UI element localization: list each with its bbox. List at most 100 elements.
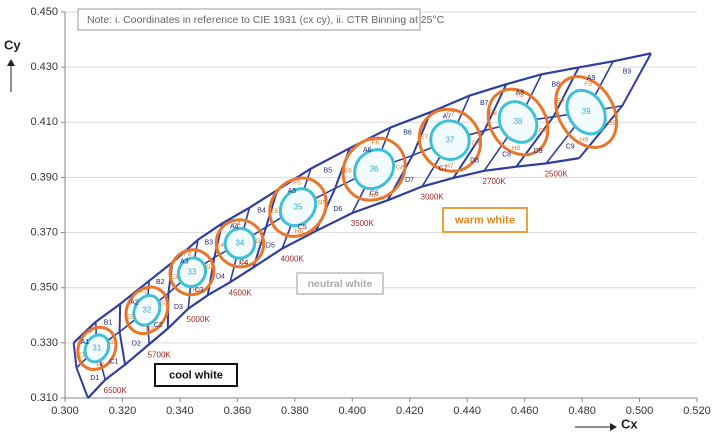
sub-bin-label: G8 <box>539 127 548 134</box>
y-axis-label: Cy <box>4 37 21 52</box>
sub-bin-label: F1 <box>90 328 98 335</box>
warm-white-label: warm white <box>454 214 515 226</box>
bin-label: A2 <box>130 299 139 306</box>
sub-bin-label: E2 <box>125 314 133 321</box>
cct-label: 3500K <box>351 219 375 228</box>
sub-bin-label: H5 <box>295 228 304 235</box>
cool-white-box <box>154 363 238 387</box>
sub-bin-label: G7 <box>471 140 480 147</box>
sub-bin-label: H2 <box>146 325 155 332</box>
y-tick-label: 0.430 <box>30 61 58 73</box>
sub-bin-label: E7 <box>420 134 428 141</box>
center-label: 38 <box>514 117 523 126</box>
bin-label: C1 <box>109 358 118 365</box>
cyan-ellipse <box>223 226 257 260</box>
sub-bin-label: G6 <box>396 164 405 171</box>
cct-label: 3000K <box>421 193 445 202</box>
bin-label: B7 <box>480 100 489 107</box>
x-tick-label: 0.420 <box>396 405 424 417</box>
orange-ellipse <box>341 136 407 202</box>
warm-white-box <box>442 207 528 233</box>
cct-label: 5000K <box>187 315 211 324</box>
cct-label: 4000K <box>281 255 305 264</box>
x-tick-label: 0.360 <box>224 405 252 417</box>
bin-label: B4 <box>257 207 266 214</box>
sub-bin-label: G5 <box>317 200 326 207</box>
bin-label: C4 <box>239 259 248 266</box>
y-tick-label: 0.390 <box>30 171 58 183</box>
cyan-ellipse <box>353 148 396 191</box>
bin-label: C5 <box>298 224 307 231</box>
x-axis-label: Cx <box>621 416 638 431</box>
x-tick-label: 0.520 <box>683 405 711 417</box>
bin-label: C9 <box>566 143 575 150</box>
sub-bin-label: F9 <box>584 81 592 88</box>
boundary-bottom <box>87 157 580 399</box>
bin-label: B9 <box>623 68 632 75</box>
y-tick-label: 0.350 <box>30 282 58 294</box>
x-tick-label: 0.300 <box>51 405 79 417</box>
sub-bin-label: G9 <box>607 120 616 127</box>
sub-bin-label: F6 <box>372 140 380 147</box>
bin-label: B1 <box>104 320 113 327</box>
bin-label: B5 <box>324 167 333 174</box>
sub-bin-label: G4 <box>255 238 264 245</box>
sub-bin-label: H6 <box>369 192 378 199</box>
x-tick-label: 0.380 <box>281 405 309 417</box>
orange-ellipse <box>168 248 216 297</box>
cool-white-label: cool white <box>169 369 223 381</box>
sub-bin-label: G2 <box>160 300 169 307</box>
sub-bin-label: E5 <box>270 208 278 215</box>
orange-ellipse <box>417 107 483 173</box>
center-label: 36 <box>370 164 379 173</box>
sub-bin-label: H8 <box>512 145 521 152</box>
cyan-ellipse <box>278 187 318 228</box>
cct-label: 2500K <box>545 169 569 178</box>
bin-label: B3 <box>205 239 214 246</box>
bin-label: D8 <box>470 158 479 165</box>
center-label: 39 <box>582 107 591 116</box>
sub-bin-label: E4 <box>216 242 224 249</box>
boundary-top <box>72 52 652 344</box>
orange-ellipse <box>124 285 170 336</box>
note: Note: i. Coordinates in reference to CIE… <box>87 14 445 26</box>
bin-label: D9 <box>534 148 543 155</box>
bin-label: D1 <box>90 375 99 382</box>
bin-label: C2 <box>154 322 163 329</box>
y-tick-label: 0.330 <box>30 337 58 349</box>
sub-bin-label: E1 <box>77 351 85 358</box>
x-tick-label: 0.320 <box>109 405 137 417</box>
bin-label: D5 <box>266 242 275 249</box>
x-tick-label: 0.340 <box>166 405 194 417</box>
bin-label: A4 <box>230 224 239 231</box>
sub-bin-label: G3 <box>206 264 215 271</box>
bin-label: D2 <box>132 340 141 347</box>
cct-label: 4500K <box>229 288 253 297</box>
bin-label: A7 <box>443 114 452 121</box>
orange-ellipse <box>76 325 118 371</box>
center-label: 33 <box>188 267 197 276</box>
bin-label: A3 <box>180 259 189 266</box>
center-label: 31 <box>92 343 101 352</box>
bin-label: A8 <box>516 90 525 97</box>
orange-ellipse <box>486 87 550 157</box>
bin-label: D7 <box>405 177 414 184</box>
neutral-white-box <box>296 272 384 295</box>
cct-label: 6500K <box>104 386 128 395</box>
sub-bin-label: F8 <box>516 92 524 99</box>
sub-bin-label: F2 <box>140 289 148 296</box>
sub-bin-label: E6 <box>344 167 352 174</box>
sub-bin-label: E3 <box>170 274 178 281</box>
x-tick-label: 0.460 <box>511 405 539 417</box>
sub-bin-label: H3 <box>192 287 201 294</box>
y-tick-label: 0.410 <box>30 116 58 128</box>
note-box <box>77 8 421 31</box>
sub-bin-label: F7 <box>447 111 455 118</box>
bin-label: B2 <box>156 279 165 286</box>
bin-label: D6 <box>333 206 342 213</box>
bin-label: C3 <box>194 287 203 294</box>
y-tick-label: 0.370 <box>30 226 58 238</box>
